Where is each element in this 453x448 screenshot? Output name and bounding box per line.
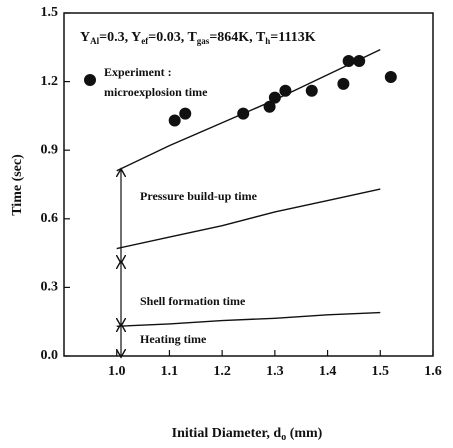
region-label: Pressure build-up time xyxy=(140,189,258,203)
x-label-part: (mm) xyxy=(286,426,322,441)
x-label-part: Initial Diameter, d xyxy=(172,426,282,441)
data-point xyxy=(179,107,192,120)
y-tick-label: 0.6 xyxy=(41,211,59,226)
annotation-part: T xyxy=(187,30,197,45)
annotation-part: =864K, xyxy=(209,30,256,45)
plot-frame xyxy=(63,12,434,357)
annotation-sub: h xyxy=(265,36,270,46)
x-tick-label: 1.4 xyxy=(319,364,337,379)
y-tick-label: 0.3 xyxy=(41,280,59,295)
x-axis-label: Initial Diameter, do (mm) xyxy=(172,426,323,443)
x-tick-label: 1.1 xyxy=(161,364,179,379)
x-tick-label: 1.5 xyxy=(372,364,390,379)
y-tick-label: 1.5 xyxy=(41,5,59,20)
legend-label: Experiment : xyxy=(104,65,172,79)
annotation-part: =0.03, xyxy=(148,30,187,45)
annotation-sub: gas xyxy=(197,36,210,46)
model-line xyxy=(116,188,381,250)
x-tick-label: 1.3 xyxy=(266,364,284,379)
y-tick-label: 0.0 xyxy=(41,348,59,363)
annotation-sub: ef xyxy=(141,36,149,46)
x-label-sub: o xyxy=(281,432,286,443)
x-tick-label: 1.2 xyxy=(213,364,231,379)
region-label: Shell formation time xyxy=(140,294,246,308)
annotation: YAl=0.3, Yef=0.03, Tgas=864K, Th=1113K xyxy=(80,30,316,46)
annotation-part: T xyxy=(256,30,266,45)
model-line xyxy=(116,48,381,172)
y-tick-label: 1.2 xyxy=(41,74,59,89)
y-axis-label: Time (sec) xyxy=(10,154,25,216)
annotation-part: =0.3, xyxy=(99,30,131,45)
data-point xyxy=(384,71,397,84)
annotation-part: =1113K xyxy=(270,30,315,45)
annotation-sub: Al xyxy=(90,36,99,46)
y-tick-label: 0.9 xyxy=(41,142,59,157)
data-point xyxy=(168,114,181,127)
x-tick-label: 1.0 xyxy=(108,364,126,379)
x-tick-label: 1.6 xyxy=(424,364,442,379)
model-line xyxy=(116,311,381,327)
legend-label: microexplosion time xyxy=(104,85,208,99)
data-point xyxy=(305,84,318,97)
annotation-part: Y xyxy=(131,30,141,45)
legend-marker xyxy=(84,74,96,86)
annotation-part: Y xyxy=(80,30,90,45)
region-label: Heating time xyxy=(140,332,207,346)
data-point xyxy=(337,77,350,90)
